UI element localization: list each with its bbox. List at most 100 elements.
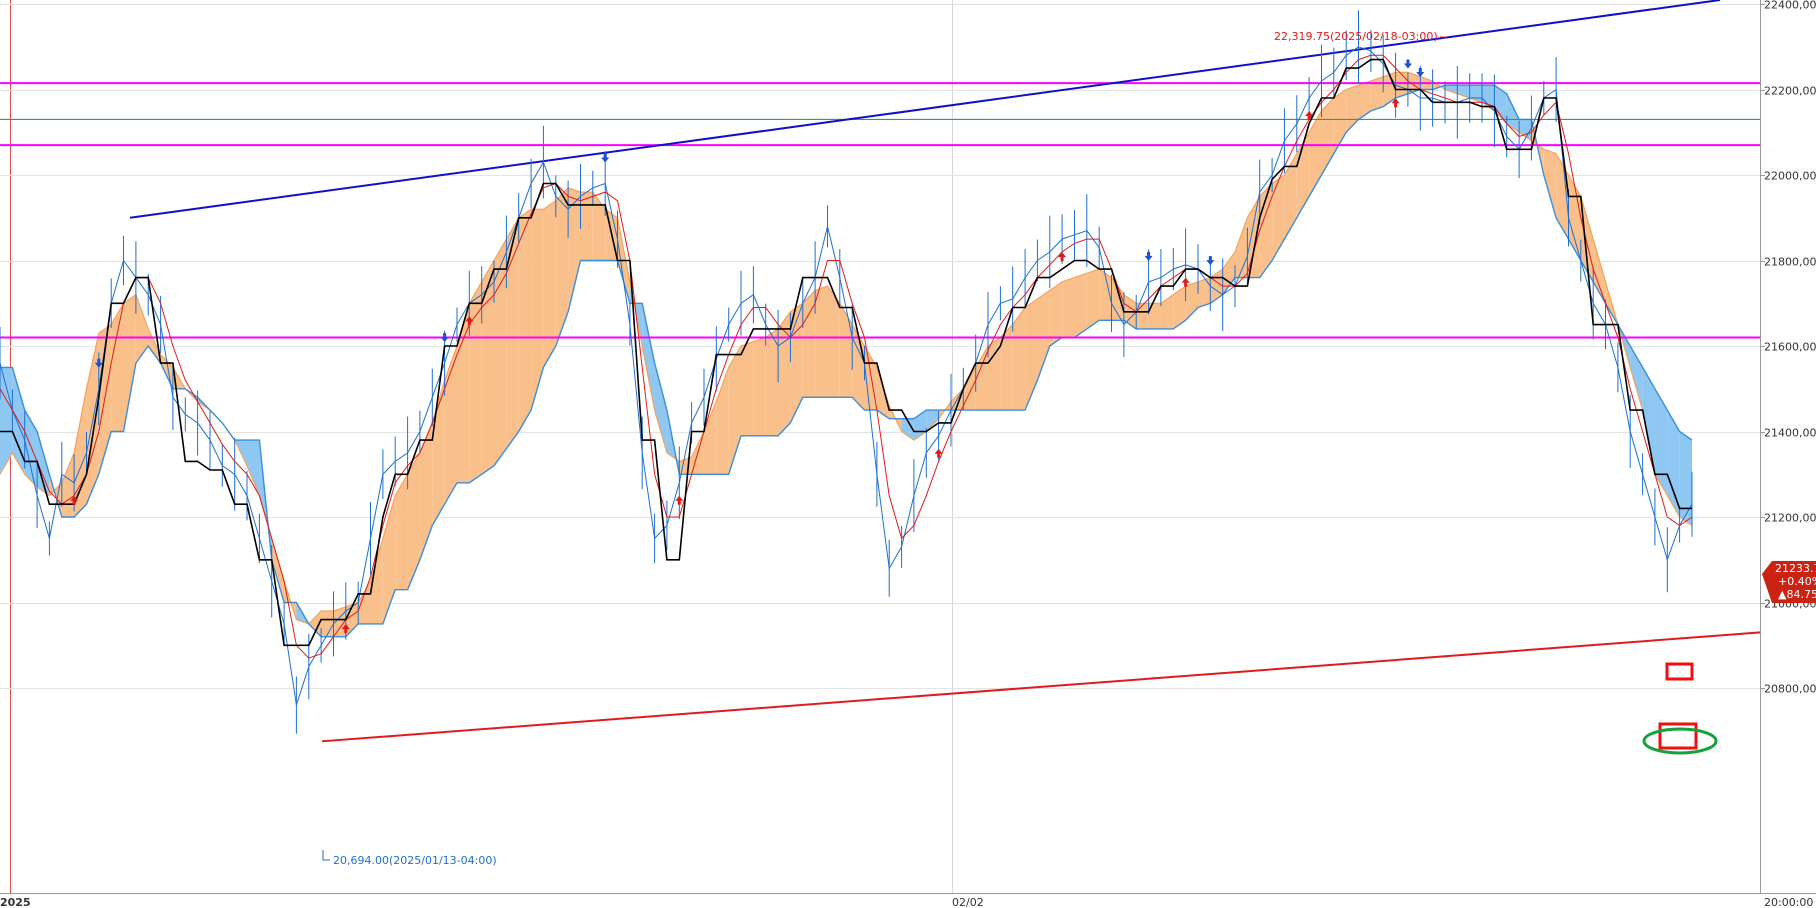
cloud-segment bbox=[407, 452, 420, 590]
current-price-value: 21233.75 bbox=[1775, 562, 1816, 575]
current-price-change: ▲84.75 bbox=[1778, 588, 1816, 601]
cloud-segment bbox=[765, 328, 779, 436]
cloud-segment bbox=[271, 538, 285, 603]
cloud-segment bbox=[1049, 281, 1063, 346]
buy-signal-marker bbox=[1391, 98, 1400, 108]
y-tick-label: 20800,00 bbox=[1764, 683, 1816, 696]
cloud-segment bbox=[1148, 303, 1161, 329]
cloud-segment bbox=[1654, 388, 1668, 496]
target-box-upper bbox=[1665, 662, 1694, 681]
cloud-segment bbox=[876, 367, 890, 419]
sell-signal-marker bbox=[601, 153, 610, 163]
high-annotation: 22,319.75(2025/02/18-03:00) bbox=[1274, 30, 1438, 43]
sell-signal-marker bbox=[440, 333, 449, 343]
low-annotation-arrow bbox=[322, 850, 330, 861]
cloud-segment bbox=[1037, 290, 1050, 381]
cloud-segment bbox=[1519, 119, 1532, 141]
cloud-segment bbox=[1086, 269, 1100, 329]
x-label-time: 20:00:00 bbox=[1764, 896, 1813, 908]
cloud-segment bbox=[506, 217, 519, 449]
cloud-segment bbox=[395, 474, 408, 590]
cloud-segment bbox=[24, 410, 38, 488]
cloud-segment bbox=[531, 209, 544, 411]
x-label-year: 2025 bbox=[0, 896, 31, 908]
cloud-segment bbox=[1321, 98, 1334, 175]
cloud-segment bbox=[469, 281, 482, 483]
support-ellipse bbox=[1642, 727, 1718, 755]
y-tick-label: 22400,00 bbox=[1764, 0, 1816, 12]
cloud-segment bbox=[1160, 294, 1174, 329]
cloud-segment bbox=[753, 337, 766, 436]
cloud-segment bbox=[518, 209, 532, 432]
buy-signal-marker bbox=[1181, 277, 1190, 287]
y-tick-label: 21600,00 bbox=[1764, 341, 1816, 354]
cloud-segment bbox=[1494, 85, 1507, 124]
series-lines bbox=[0, 10, 1693, 734]
cloud-segment bbox=[1272, 175, 1285, 261]
cloud-segment bbox=[580, 192, 593, 261]
sell-signal-marker bbox=[1144, 251, 1153, 261]
buy-signal-marker bbox=[675, 495, 684, 505]
cloud-segment bbox=[370, 538, 383, 624]
cloud-segment bbox=[494, 239, 507, 466]
sell-signal-marker bbox=[94, 358, 103, 368]
y-axis-ticks: 22400,00 22200,00 22000,00 21800,00 21600,00… bbox=[1760, 0, 1816, 696]
trend-lines bbox=[129, 0, 1761, 743]
cloud-segment bbox=[1309, 110, 1322, 197]
cloud-segment bbox=[123, 294, 136, 432]
cloud-segment bbox=[654, 363, 667, 453]
horizontal-levels bbox=[0, 82, 1760, 339]
cloud-segment bbox=[1358, 80, 1371, 120]
cloud-segment bbox=[1222, 251, 1236, 295]
cloud-segment bbox=[543, 200, 556, 368]
cloud-segment bbox=[1667, 410, 1680, 517]
y-tick-label: 21400,00 bbox=[1764, 427, 1816, 440]
cloud-segment bbox=[321, 611, 334, 637]
cloud-segment bbox=[1025, 298, 1038, 411]
cloud-segment bbox=[358, 581, 371, 624]
cloud-segment bbox=[444, 346, 457, 505]
cloud-segment bbox=[1679, 431, 1692, 526]
cloud-segment bbox=[901, 418, 914, 441]
cloud-segment bbox=[839, 303, 853, 398]
cloud-segment bbox=[1062, 277, 1075, 338]
cloud-segment bbox=[568, 187, 581, 312]
buy-signal-marker bbox=[465, 316, 474, 326]
cloud-segment bbox=[61, 452, 75, 517]
cloud-segment bbox=[802, 290, 816, 398]
plot-background bbox=[0, 0, 1760, 893]
buy-signal-marker bbox=[70, 495, 79, 505]
cloud-segment bbox=[1543, 149, 1557, 218]
cloud-segment bbox=[1099, 269, 1112, 321]
sell-signal-marker bbox=[1416, 68, 1425, 78]
buy-signal-marker bbox=[1305, 111, 1314, 121]
sell-signal-marker bbox=[1403, 59, 1412, 69]
cloud-segment bbox=[1000, 324, 1013, 411]
y-tick-label: 22200,00 bbox=[1764, 85, 1816, 98]
buy-signal-marker bbox=[341, 624, 350, 634]
y-tick-label: 21800,00 bbox=[1764, 256, 1816, 269]
cloud-segment bbox=[419, 422, 433, 560]
cloud-segment bbox=[74, 388, 87, 517]
cloud-segment bbox=[1346, 85, 1359, 133]
fast-ma-line bbox=[0, 54, 1693, 659]
upper-trend-line bbox=[129, 0, 1721, 219]
signal-markers bbox=[70, 59, 1425, 634]
buy-signal-marker bbox=[934, 448, 943, 458]
cloud-segment bbox=[741, 341, 754, 436]
current-price-box bbox=[1762, 561, 1816, 603]
sell-signal-marker bbox=[1206, 256, 1215, 266]
cloud-segment bbox=[1012, 307, 1026, 411]
cloud-segment bbox=[1247, 196, 1260, 278]
cloud-segment bbox=[1173, 286, 1186, 329]
cloud-segment bbox=[790, 303, 803, 423]
cloud-segment bbox=[481, 260, 495, 475]
cloud-segment bbox=[778, 311, 791, 436]
cloud-segment bbox=[247, 440, 260, 496]
cloud-segment bbox=[815, 286, 828, 398]
buy-signal-marker bbox=[1058, 252, 1067, 262]
cloud-segment bbox=[1197, 277, 1211, 308]
current-price-change-pct: +0.40% bbox=[1778, 575, 1816, 588]
cloud-segment bbox=[1074, 273, 1087, 338]
